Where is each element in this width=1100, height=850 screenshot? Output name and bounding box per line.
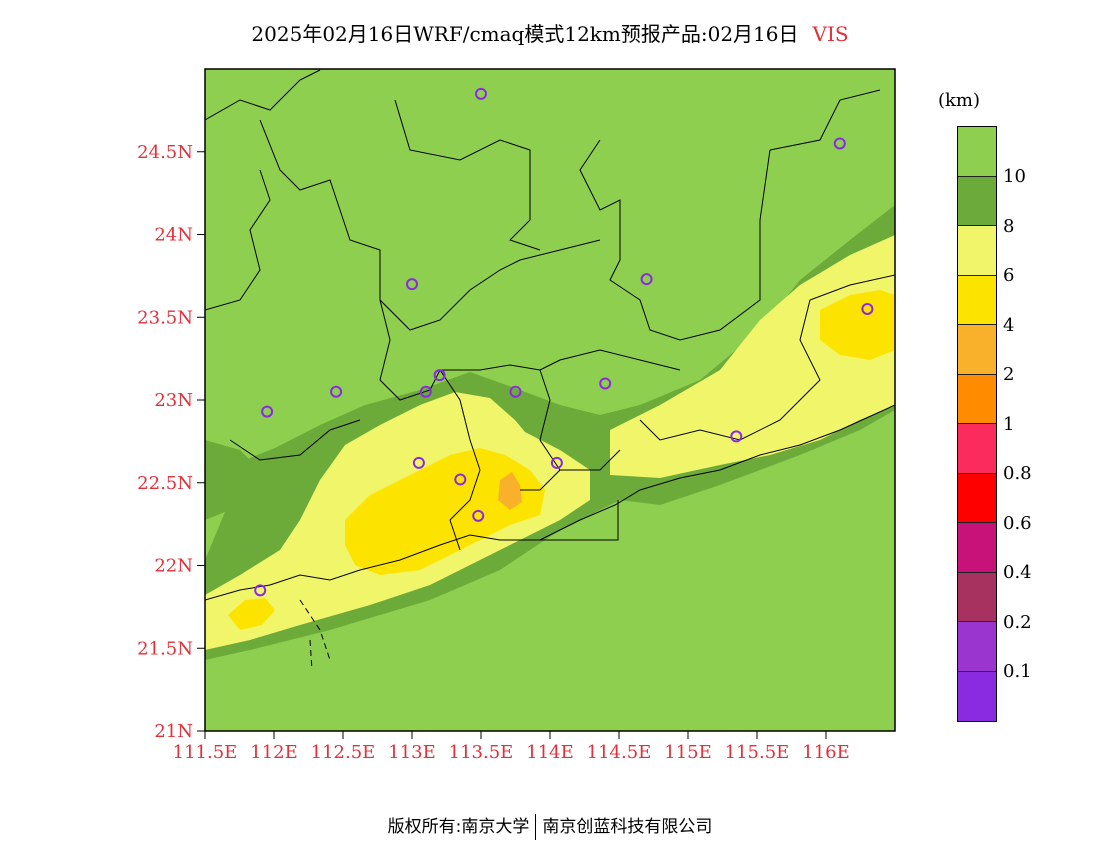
colorbar-swatch <box>958 523 996 573</box>
station-marker <box>599 377 612 390</box>
colorbar-label: 0.6 <box>1003 512 1032 534</box>
boundary-line <box>205 69 321 121</box>
lon-tick-label: 115E <box>664 742 712 763</box>
colorbar-swatch <box>958 325 996 375</box>
boundary-line <box>579 139 771 341</box>
colorbar-swatch <box>958 424 996 474</box>
colorbar-label: 2 <box>1003 364 1015 385</box>
station-marker <box>730 430 743 443</box>
colorbar-swatch <box>958 176 996 226</box>
colorbar-swatch <box>958 374 996 424</box>
colorbar-swatch <box>958 671 996 721</box>
coastline <box>205 404 895 601</box>
lat-tick-label: 23.5N <box>137 307 193 328</box>
boundary-line <box>259 119 601 331</box>
station-marker <box>433 369 446 382</box>
lon-tick-label: 112.5E <box>311 742 376 763</box>
station-marker <box>454 473 467 486</box>
colorbar-label: 0.2 <box>1003 611 1032 633</box>
lon-ticks: 111.5E 112E 112.5E 113E 113.5E 114E 114.5E 115E… <box>173 731 850 763</box>
colorbar-label: 0.8 <box>1003 463 1032 484</box>
lon-tick-label: 111.5E <box>173 742 238 763</box>
station-marker <box>861 302 874 315</box>
band-2-region <box>498 472 522 510</box>
boundary-line <box>769 89 881 151</box>
colorbar-label: 4 <box>1003 314 1015 336</box>
colorbar-label: 8 <box>1003 215 1015 237</box>
map-title: 2025年02月16日WRF/cmaq模式12km预报产品:02月16日 VIS <box>0 18 1100 47</box>
admin-boundaries <box>205 69 895 671</box>
boundary-line <box>520 469 619 541</box>
band-6-east <box>610 235 895 478</box>
boundary-line <box>229 419 361 461</box>
band-8-west <box>205 440 260 520</box>
lat-tick-label: 22.5N <box>137 473 193 494</box>
colorbar-swatch <box>958 226 996 276</box>
station-marker <box>412 456 425 469</box>
band-4-sw <box>228 598 275 630</box>
lat-tick-label: 21N <box>154 721 193 742</box>
colorbar-label: 6 <box>1003 265 1015 286</box>
colorbar-label: 10 <box>1003 166 1026 187</box>
company-text: 南京创蓝科技有限公司 <box>542 817 713 837</box>
colorbar-swatch <box>958 622 996 672</box>
legend-unit: (km) <box>938 90 981 111</box>
lon-tick-label: 116E <box>802 742 850 763</box>
station-marker <box>640 273 653 286</box>
lat-tick-label: 23N <box>154 390 193 411</box>
station-marker <box>550 456 563 469</box>
boundary-line <box>394 99 541 251</box>
copyright-text: 版权所有:南京大学 <box>387 817 530 837</box>
colorbar-swatch <box>958 572 996 622</box>
boundary-line <box>205 169 271 311</box>
station-marker <box>833 137 846 150</box>
station-marker <box>261 405 274 418</box>
colorbar <box>957 126 997 722</box>
colorbar-label: 0.1 <box>1003 661 1032 682</box>
lat-tick-label: 21.5N <box>137 638 193 659</box>
variable-label: VIS <box>812 22 849 46</box>
station-marker <box>254 584 267 597</box>
lon-tick-label: 114.5E <box>587 742 652 763</box>
lat-ticks: 21N 21.5N 22N 22.5N 23N 23.5N 24N 24.5N <box>137 142 205 742</box>
lon-tick-label: 112E <box>250 742 298 763</box>
lon-tick-label: 115.5E <box>725 742 790 763</box>
footer-separator <box>535 814 537 840</box>
lon-tick-label: 114E <box>526 742 574 763</box>
colorbar-swatch <box>958 127 996 177</box>
title-text: 2025年02月16日WRF/cmaq模式12km预报产品:02月16日 <box>251 22 799 46</box>
band-4-region <box>345 448 545 575</box>
footer: 版权所有:南京大学 南京创蓝科技有限公司 <box>0 812 1100 840</box>
boundary-line <box>439 369 481 551</box>
station-marker <box>475 87 487 100</box>
colorbar-label: 1 <box>1003 413 1015 435</box>
boundary-line <box>379 299 681 401</box>
station-marker <box>419 385 432 398</box>
station-marker <box>509 385 522 398</box>
station-marker <box>406 278 418 291</box>
lat-tick-label: 24N <box>154 225 193 246</box>
colorbar-swatch <box>958 473 996 523</box>
station-marker <box>472 509 485 522</box>
boundary-line <box>639 274 895 441</box>
band-4-east <box>820 290 895 360</box>
colorbar-label: 0.4 <box>1003 562 1032 583</box>
boundary-line <box>539 369 621 471</box>
lon-tick-label: 113.5E <box>449 742 514 763</box>
lon-tick-label: 113E <box>388 742 436 763</box>
boundary-line <box>299 599 331 671</box>
station-marker <box>330 385 343 398</box>
stations <box>254 87 874 597</box>
colorbar-swatch <box>958 275 996 325</box>
lat-tick-label: 24.5N <box>137 142 193 163</box>
lat-tick-label: 22N <box>154 556 193 577</box>
visibility-field <box>205 69 895 731</box>
